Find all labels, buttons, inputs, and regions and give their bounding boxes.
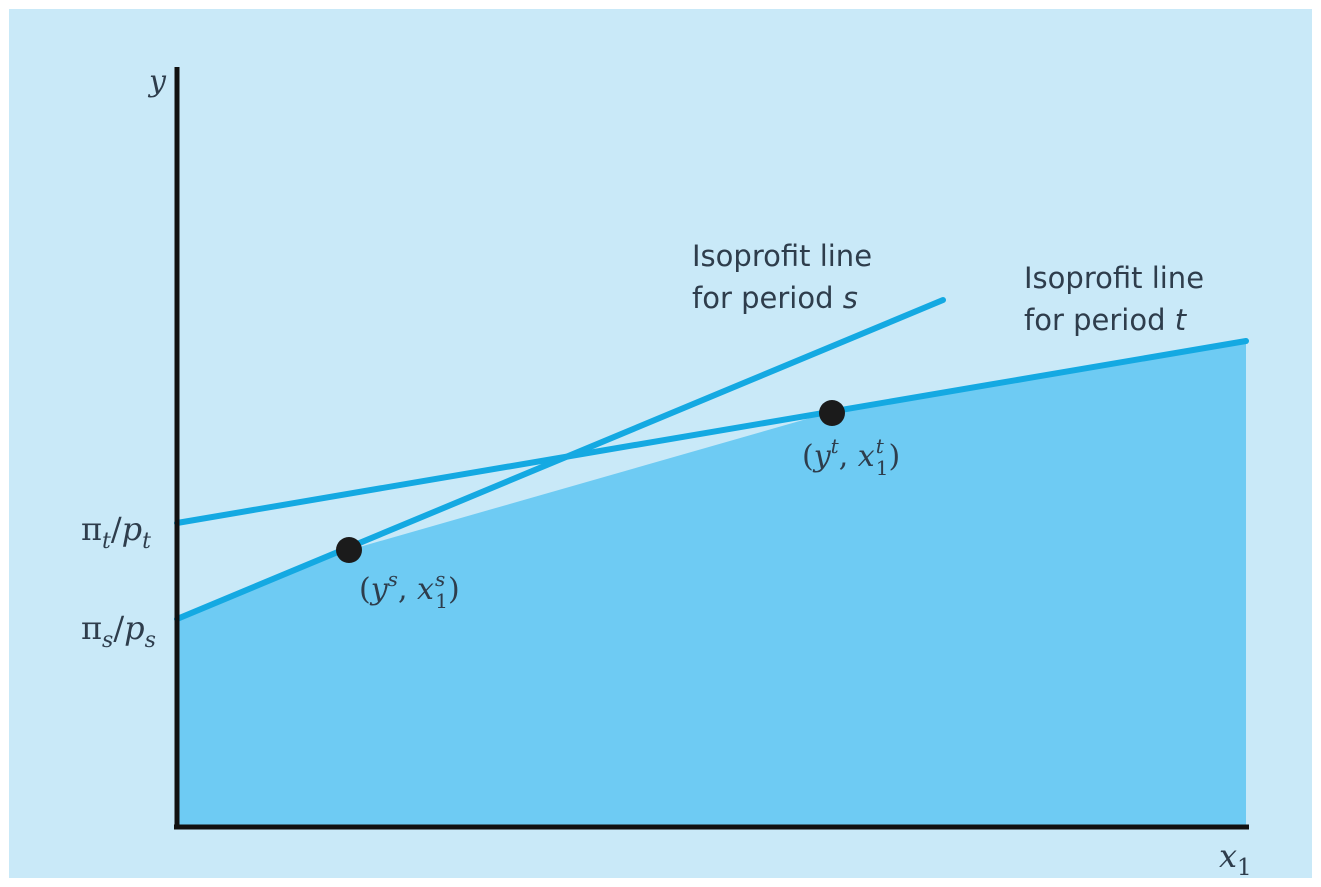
diagram-panel: y x1 πt/pt πs/ps Isoprofit line for peri… [9, 9, 1312, 878]
point-label-t: (yt, xt 1) [802, 434, 900, 480]
point-t [819, 400, 845, 426]
intercept-label-pi-s-p-s: πs/ps [81, 609, 156, 653]
isoprofit-line-period-t [174, 338, 1249, 526]
x-axis-label: x1 [1219, 837, 1252, 878]
production-set-region [177, 341, 1246, 826]
isoprofit-label-s-line2: for period s [692, 281, 858, 315]
isoprofit-label-s-line1: Isoprofit line [692, 239, 872, 273]
point-label-s: (ys, xs 1) [359, 567, 460, 613]
point-s [336, 537, 362, 563]
isoprofit-label-t-line1: Isoprofit line [1024, 261, 1204, 295]
isoprofit-label-t-line2: for period t [1024, 303, 1188, 337]
intercept-label-pi-t-p-t: πt/pt [81, 510, 151, 554]
y-axis-label: y [147, 64, 167, 99]
isoprofit-line-period-s [174, 297, 946, 622]
isoprofit-diagram: y x1 πt/pt πs/ps Isoprofit line for peri… [9, 9, 1312, 878]
